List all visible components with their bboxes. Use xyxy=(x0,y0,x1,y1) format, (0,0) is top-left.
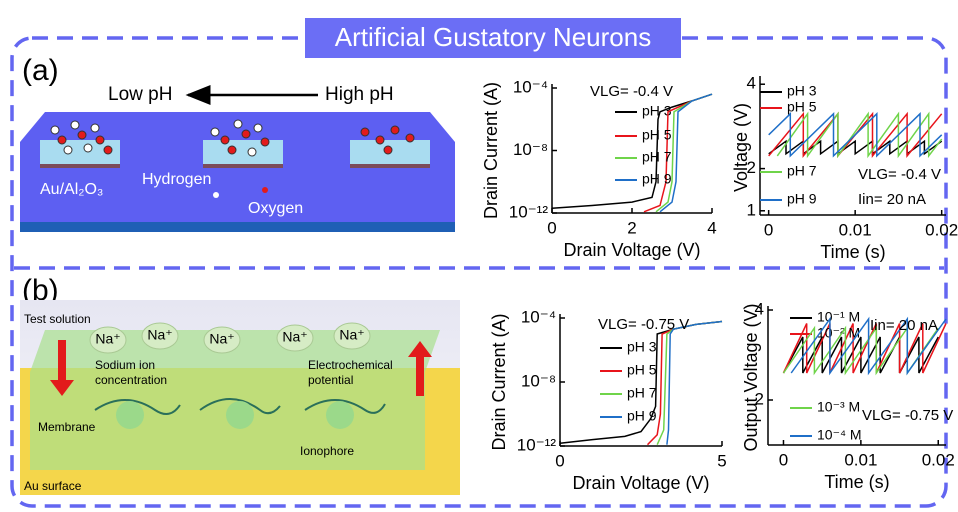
x-tick-label: 0.01 xyxy=(844,450,877,469)
x-tick-label: 4 xyxy=(707,218,716,237)
oxygen-label: Oxygen xyxy=(248,200,303,217)
x-tick-label: 0 xyxy=(555,451,564,470)
legend-label: pH 9 xyxy=(627,408,657,424)
x-axis-label: Time (s) xyxy=(820,242,885,262)
x-axis-label: Time (s) xyxy=(824,472,889,492)
sodium-label: concentration xyxy=(95,373,167,387)
low-ph: Low pH xyxy=(108,84,172,105)
arrow-down xyxy=(58,340,66,380)
series-line xyxy=(667,322,722,445)
legend-label: pH 3 xyxy=(787,83,817,99)
x-tick-label: 0.02 xyxy=(925,220,958,239)
annotation: VLG= -0.4 V xyxy=(858,166,941,183)
annotation: VLG= -0.75 V xyxy=(862,407,953,424)
y-axis-label: Drain Current (A) xyxy=(489,313,509,450)
y-tick-label: 10⁻⁸ xyxy=(521,371,556,390)
annotation: VLG= -0.75 V xyxy=(598,316,689,333)
legend-label: 10⁻⁴ M xyxy=(817,427,862,443)
annotation: VLG= -0.4 V xyxy=(590,83,673,100)
series-line xyxy=(648,322,723,445)
legend-label: pH 5 xyxy=(787,99,817,115)
ion: Na⁺ xyxy=(209,331,234,347)
y-tick-label: 4 xyxy=(747,74,756,93)
x-tick-label: 0.01 xyxy=(839,220,872,239)
y-tick-label: 10⁻⁸ xyxy=(513,140,548,159)
sodium-label: Sodium ion xyxy=(95,358,155,372)
y-axis-label: Drain Current (A) xyxy=(481,82,501,219)
ion: Na⁺ xyxy=(282,329,307,345)
y-axis-label: Output Voltage (V) xyxy=(741,303,761,451)
legend-label: pH 5 xyxy=(642,127,672,143)
substrate-base xyxy=(20,222,455,232)
x-tick-label: 0 xyxy=(547,218,556,237)
x-tick-label: 5 xyxy=(717,451,726,470)
y-tick-label: 1 xyxy=(747,200,756,219)
y-axis-label: Voltage (V) xyxy=(731,103,751,192)
hydrogen-label: Hydrogen xyxy=(142,171,211,188)
x-axis-label: Drain Voltage (V) xyxy=(563,240,700,260)
x-tick-label: 0.02 xyxy=(922,450,955,469)
legend-label: pH 7 xyxy=(642,149,672,165)
ion: Na⁺ xyxy=(147,327,172,343)
substrate-label: Au/Al₂O₃ xyxy=(40,181,103,198)
legend-label: pH 7 xyxy=(787,163,817,179)
legend-label: pH 9 xyxy=(642,171,672,187)
x-tick-label: 0 xyxy=(764,220,773,239)
potential-label: potential xyxy=(308,373,353,387)
figure: Artificial Gustatory Neurons (a) Low pH … xyxy=(0,0,958,512)
page: {"title": "Artificial Gustatory Neurons"… xyxy=(0,0,958,512)
legend-label: pH 3 xyxy=(627,339,657,355)
substrate-slab xyxy=(20,112,455,228)
arrow-up xyxy=(416,356,424,396)
annotation: Iin= 20 nA xyxy=(870,317,938,334)
potential-label: Electrochemical xyxy=(308,358,393,372)
y-tick-label: 10⁻¹² xyxy=(517,435,557,454)
high-ph: High pH xyxy=(325,84,394,105)
test-solution: Test solution xyxy=(24,312,91,326)
panel-label: (a) xyxy=(22,54,59,87)
annotation: Iin= 20 nA xyxy=(858,191,926,208)
series-line xyxy=(777,114,941,156)
legend-label: pH 7 xyxy=(627,385,657,401)
ionophore-label: Ionophore xyxy=(300,444,354,458)
y-tick-label: 10⁻⁴ xyxy=(513,77,548,96)
series-line xyxy=(657,322,722,445)
ion: Na⁺ xyxy=(339,327,364,343)
ion: Na⁺ xyxy=(95,331,120,347)
legend-label: 10⁻³ M xyxy=(817,399,860,415)
x-tick-label: 2 xyxy=(627,218,636,237)
legend-label: pH 5 xyxy=(627,362,657,378)
legend-label: pH 9 xyxy=(787,191,817,207)
title: Artificial Gustatory Neurons xyxy=(335,22,651,52)
x-axis-label: Drain Voltage (V) xyxy=(572,473,709,493)
membrane-label: Membrane xyxy=(38,420,96,434)
oxygen-dot xyxy=(262,187,268,193)
hydrogen-dot xyxy=(213,192,219,198)
x-tick-label: 0 xyxy=(779,450,788,469)
au-surface-label: Au surface xyxy=(24,479,82,493)
y-tick-label: 10⁻¹² xyxy=(509,202,549,221)
legend-label: 10⁻¹ M xyxy=(817,309,860,325)
y-tick-label: 10⁻⁴ xyxy=(521,307,556,326)
